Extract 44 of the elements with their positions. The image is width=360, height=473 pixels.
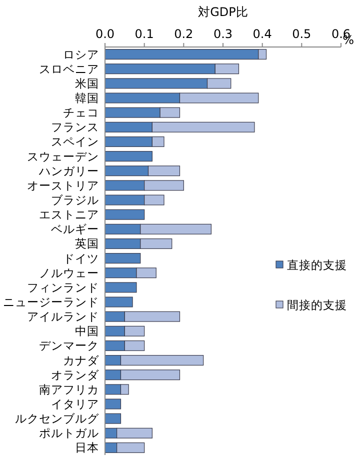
y-tick-label: チェコ — [63, 106, 99, 120]
y-tick-label: スウェーデン — [27, 149, 99, 164]
y-tick-label: ベルギー — [51, 222, 99, 236]
y-tick-label: カナダ — [63, 353, 100, 368]
y-tick-label: 英国 — [75, 236, 99, 251]
bar — [104, 398, 122, 410]
y-tick-label: スロベニア — [39, 62, 99, 76]
y-tick-label: ルクセンブルグ — [15, 412, 100, 426]
bar — [104, 209, 145, 220]
y-tick-label: イタリア — [51, 397, 99, 412]
y-tick-label: 米国 — [75, 76, 99, 90]
y-tick-label: 日本 — [75, 440, 99, 455]
x-tick-label: 0.5 — [292, 27, 312, 41]
y-tick-label: ハンガリー — [38, 164, 99, 178]
y-tick-label: ロシア — [63, 47, 99, 62]
y-tick-label: ポルトガル — [39, 426, 99, 440]
y-tick-label: フィンランド — [27, 280, 99, 294]
bar — [104, 253, 141, 264]
y-tick-label: ニュージーランド — [3, 295, 99, 310]
y-tick-label: オーストリア — [27, 178, 99, 192]
y-tick-label: エストニア — [39, 208, 99, 222]
bar — [104, 413, 122, 424]
y-tick-label: スペイン — [51, 134, 99, 149]
x-tick-label: 0.4 — [252, 27, 272, 41]
x-axis-title: 対GDP比 — [198, 5, 248, 19]
x-tick-label: 0.3 — [213, 27, 233, 41]
y-tick-label: ドイツ — [63, 251, 99, 266]
y-tick-label: アイルランド — [27, 310, 99, 324]
x-tick-label: 0.2 — [174, 27, 194, 41]
y-tick-label: オランダ — [51, 368, 100, 382]
legend-label: 間接的支援 — [287, 298, 347, 312]
x-tick-label: 0.0 — [95, 27, 115, 41]
y-tick-label: ノルウェー — [39, 266, 99, 280]
y-tick-label: ブラジル — [51, 193, 99, 208]
y-tick-label: 韓国 — [75, 91, 99, 106]
y-tick-label: 南アフリカ — [39, 382, 99, 396]
bar — [104, 282, 137, 293]
y-tick-label: フランス — [51, 120, 99, 134]
bar — [104, 296, 133, 308]
legend-label: 直接的支援 — [287, 258, 347, 272]
y-tick-label: 中国 — [75, 324, 99, 338]
x-tick-label: 0.1 — [134, 27, 154, 41]
bar — [104, 151, 152, 162]
y-tick-label: デンマーク — [39, 338, 99, 353]
